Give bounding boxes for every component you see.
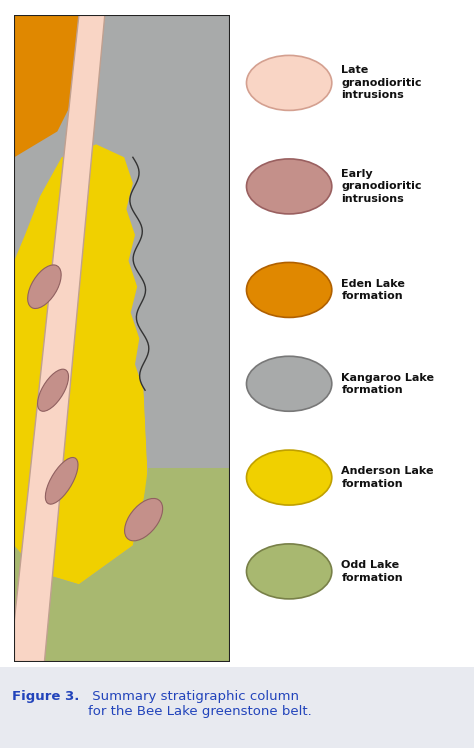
Polygon shape	[14, 468, 230, 662]
Ellipse shape	[246, 356, 332, 411]
Ellipse shape	[27, 265, 61, 308]
Ellipse shape	[246, 450, 332, 505]
Ellipse shape	[246, 55, 332, 111]
Polygon shape	[14, 144, 148, 584]
Polygon shape	[90, 15, 230, 481]
Ellipse shape	[125, 498, 163, 541]
Ellipse shape	[246, 159, 332, 214]
Text: Summary stratigraphic column
for the Bee Lake greenstone belt.: Summary stratigraphic column for the Bee…	[88, 690, 311, 718]
Ellipse shape	[246, 263, 332, 317]
Ellipse shape	[246, 544, 332, 599]
Ellipse shape	[37, 370, 69, 411]
Text: Kangaroo Lake
formation: Kangaroo Lake formation	[341, 373, 434, 395]
Text: Eden Lake
formation: Eden Lake formation	[341, 279, 405, 301]
Ellipse shape	[46, 458, 78, 504]
Text: Odd Lake
formation: Odd Lake formation	[341, 560, 403, 583]
Polygon shape	[10, 15, 105, 662]
Text: Early
granodioritic
intrusions: Early granodioritic intrusions	[341, 169, 422, 203]
Polygon shape	[14, 15, 230, 662]
Text: Figure 3.: Figure 3.	[12, 690, 79, 703]
Text: Anderson Lake
formation: Anderson Lake formation	[341, 467, 434, 488]
Text: Late
granodioritic
intrusions: Late granodioritic intrusions	[341, 66, 422, 100]
Polygon shape	[14, 15, 105, 157]
